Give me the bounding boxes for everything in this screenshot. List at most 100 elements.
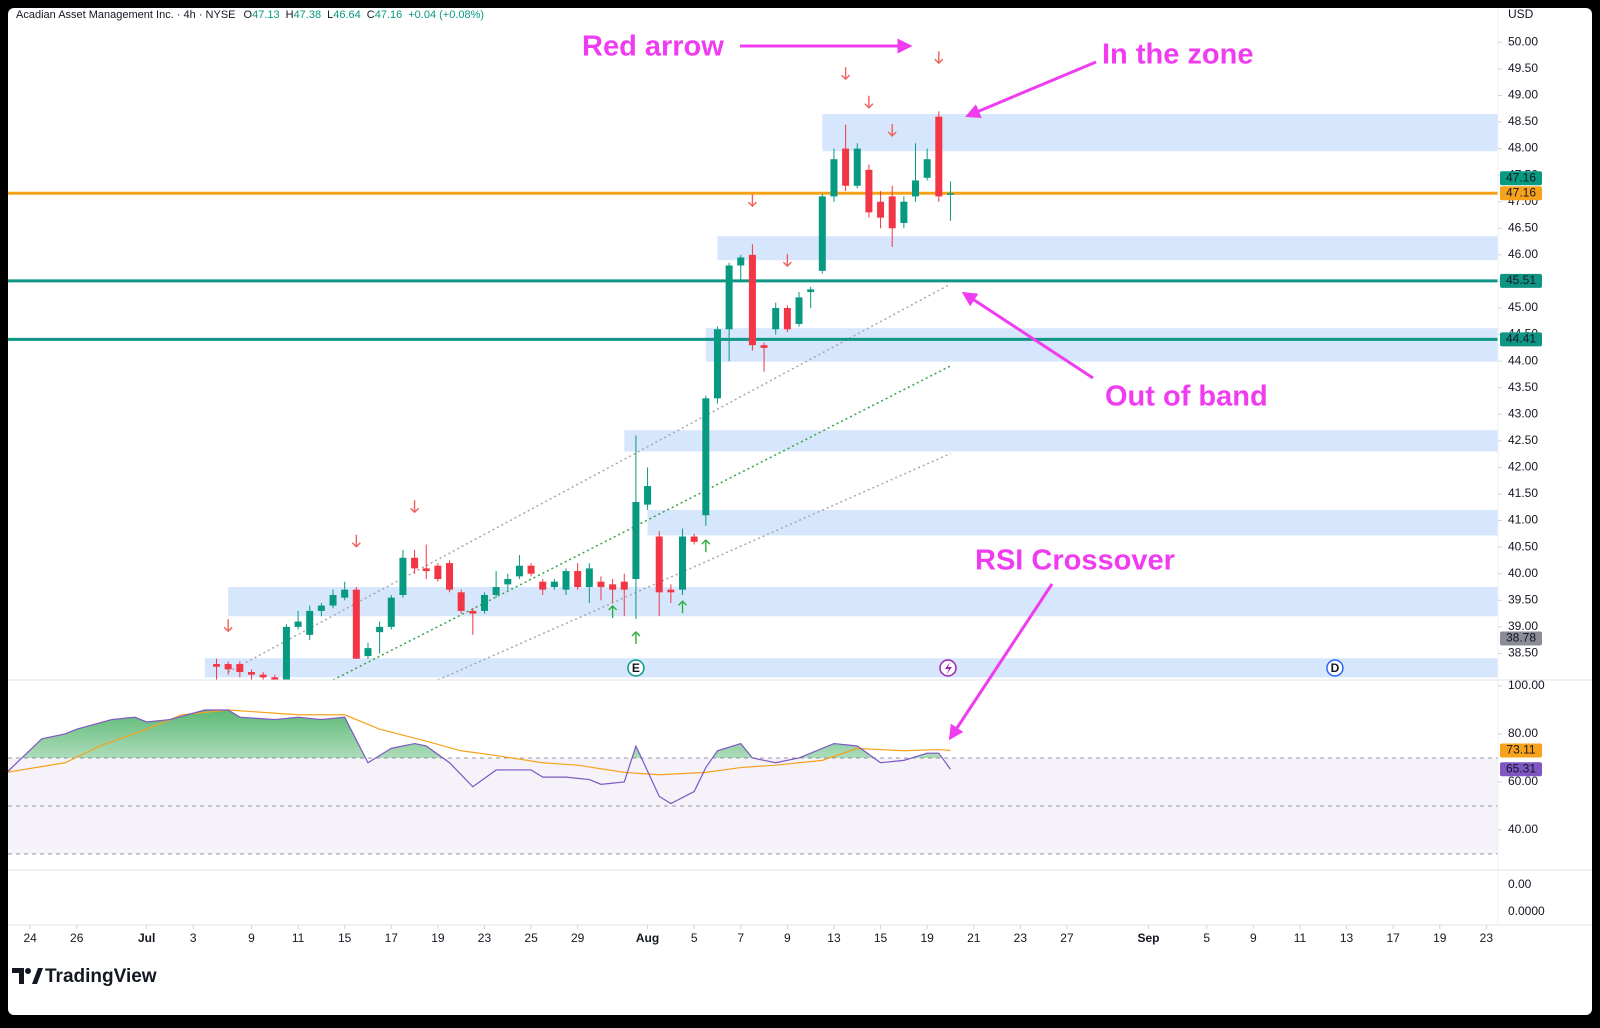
candle-body [842,148,850,186]
candle-body [946,193,954,195]
candle-body [748,254,756,346]
zone [204,658,1498,678]
annotation-arrow [948,583,1054,741]
candle-body [795,297,803,324]
y-tick-label: 41.50 [1508,486,1538,500]
y-tick-label: 46.00 [1508,247,1538,261]
y-tick-label: 48.00 [1508,141,1538,155]
x-tick-label: 23 [1480,931,1494,945]
x-tick-label: 11 [1294,931,1307,945]
x-tick-label: 24 [23,931,37,945]
annotation: RSI Crossover [975,545,1175,577]
buy-signal [631,631,641,645]
candle-body [585,568,593,587]
rsi-overbought-fill [8,709,951,758]
x-tick-label: 3 [190,931,197,945]
candle-body [247,672,255,675]
candle-body [329,594,337,606]
header-symbol: Acadian Asset Management Inc. · 4h · NYS… [16,9,236,21]
candle-body [900,201,908,223]
y-tick-label: 100.00 [1508,678,1545,692]
candle-body [632,501,640,580]
candle-body [888,196,896,229]
y-tick-label: 40.50 [1508,539,1538,553]
x-tick-label: 5 [1203,931,1210,945]
x-tick-label: 13 [827,931,841,945]
candle-body [492,587,500,595]
candle-body [865,169,873,213]
y-tick-label: 50.00 [1508,34,1538,48]
y-tick-label: 40.00 [1508,566,1538,580]
candle-body [469,610,477,614]
candle-body [550,581,558,587]
currency: USD [1508,7,1534,21]
candle-body [480,594,488,611]
zone [822,114,1498,152]
y-tick-label: 40.00 [1508,822,1538,836]
candle-body [376,626,384,633]
ohlc-letter: H [286,9,294,21]
sell-signal [351,534,361,548]
candle-body [504,579,512,585]
candle-body [306,610,314,635]
sell-signal [223,619,233,633]
candle-body [783,308,791,330]
sell-signal [410,500,420,514]
candle-body [655,536,663,593]
y-tick-label: 49.50 [1508,61,1538,75]
x-tick-label: 15 [338,931,352,945]
price-tag [1500,186,1542,201]
price-tag [1500,273,1542,288]
candle-body [877,201,885,218]
price-tag-label: 47.16 [1506,185,1536,199]
event-icon [1326,659,1344,677]
candle-body [446,563,454,590]
annotation: Red arrow [582,31,724,63]
candle-body [807,289,815,293]
rsi-tag [1500,743,1542,758]
candle-body [737,257,745,266]
annotation-arrow [965,60,1097,119]
candle-body [690,536,698,542]
event-label: E [632,661,640,675]
candle-body [282,626,290,680]
candle-body [364,648,372,657]
trend-line [332,365,951,680]
price-tag [1500,631,1542,646]
price-tag-label: 45.51 [1506,273,1536,287]
candle-body [294,621,302,627]
candle-body [515,565,523,577]
candle-body [352,589,360,659]
sell-signal [887,123,897,137]
y-tick-label: 45.00 [1508,300,1538,314]
candle-body [224,664,232,670]
candle-body [853,148,861,186]
x-tick-label: 21 [967,931,981,945]
x-tick-label: 15 [874,931,888,945]
candle-body [387,597,395,627]
x-tick-label: 25 [524,931,538,945]
zone [717,236,1498,261]
event-icon [627,659,645,677]
zone [647,509,1498,536]
axes: 0.00 0.0000 USD 38.50 39.00 39.50 40.00 40.5… [8,7,1592,945]
x-tick-label: 23 [478,931,492,945]
axis-label: 0.0000 [1508,904,1545,918]
candle-body [702,398,710,516]
candle-body [271,677,279,680]
candle-body [818,196,826,271]
buy-signal [678,600,688,614]
candle-body [667,589,675,593]
y-tick-label: 39.00 [1508,619,1538,633]
ohlc-value: 46.64 [333,9,361,21]
sell-signal [782,254,792,268]
candle-body [760,345,768,348]
brand: TradingView [45,966,157,987]
sell-signal [864,95,874,109]
rsi-tag [1500,762,1542,777]
y-tick-label: 49.00 [1508,88,1538,102]
candle-body [830,159,838,197]
x-tick-label: 27 [1060,931,1074,945]
x-tick-label: 17 [1386,931,1400,945]
